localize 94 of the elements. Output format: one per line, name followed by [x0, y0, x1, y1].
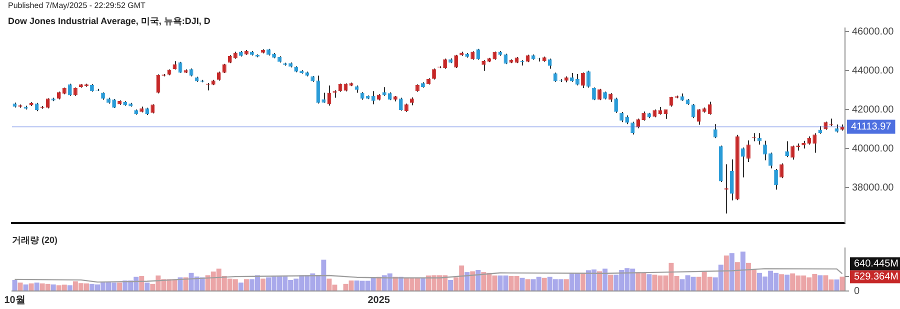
candlestick	[598, 88, 602, 101]
candlestick	[614, 97, 618, 114]
ref-line-label: 41113.97	[851, 122, 892, 133]
text: Published 7/May/2025 - 22:29:52 GMT	[8, 1, 146, 10]
candlestick	[443, 58, 448, 70]
candlestick	[740, 147, 745, 178]
bar	[646, 274, 652, 290]
candlestick	[46, 98, 50, 109]
bar	[260, 278, 266, 290]
bar	[729, 253, 734, 290]
bar	[840, 276, 845, 290]
candlestick	[432, 68, 436, 80]
bar	[464, 272, 470, 290]
bar	[734, 262, 740, 290]
candlestick	[548, 58, 552, 70]
candlestick	[454, 54, 458, 68]
candlestick	[620, 112, 624, 123]
candlestick	[768, 152, 773, 169]
bar	[834, 279, 840, 290]
y-tick-label: 40000.00	[852, 143, 894, 154]
candlestick	[322, 92, 326, 104]
bar	[784, 274, 790, 290]
y-tick-label: 38000.00	[852, 182, 894, 194]
candlestick	[586, 70, 590, 88]
bar	[50, 284, 56, 290]
bar	[139, 276, 144, 290]
bar	[183, 277, 188, 290]
candlestick	[691, 104, 696, 119]
candlestick	[504, 53, 508, 65]
candlestick	[790, 145, 795, 160]
bar	[244, 279, 249, 290]
bar	[18, 282, 23, 290]
y-tick-label: 44000.00	[852, 65, 894, 76]
bar	[476, 270, 481, 290]
x-tick-label: 2025	[368, 294, 390, 306]
candlestick	[763, 140, 767, 161]
candlestick	[156, 74, 160, 94]
bar	[23, 284, 28, 290]
bar	[525, 279, 530, 290]
bar	[448, 280, 454, 290]
candlestick	[371, 90, 376, 105]
bar	[392, 276, 398, 290]
candlestick	[398, 97, 403, 112]
text: 640.445M	[854, 258, 898, 270]
chart-title: 거래량 (20)	[12, 234, 58, 245]
x-tick-label: 10월	[4, 294, 26, 306]
bar	[564, 279, 569, 290]
candlestick	[664, 109, 668, 120]
bar	[597, 271, 602, 290]
candlestick	[178, 61, 182, 74]
candlestick	[630, 121, 635, 135]
candlestick	[785, 140, 790, 158]
candlestick	[592, 86, 596, 101]
bar	[580, 272, 586, 290]
bar	[542, 278, 547, 290]
y-tick-label: 0	[854, 286, 860, 297]
candlestick	[696, 108, 701, 126]
bar	[724, 256, 729, 290]
y-tick-label: 529.364M	[854, 271, 898, 282]
candlestick	[780, 162, 784, 179]
candlestick	[316, 75, 320, 104]
bar	[602, 268, 608, 290]
candlestick	[774, 168, 778, 190]
candlestick	[746, 140, 750, 162]
bar	[818, 275, 823, 290]
bar	[520, 278, 525, 290]
candlestick	[482, 60, 486, 72]
bar	[238, 282, 244, 290]
bar	[470, 271, 476, 290]
chart-title: Dow Jones Industrial Average, 미국, 뉴욕:DJI, D	[8, 15, 210, 28]
y-tick-label: 46000.00	[852, 26, 894, 38]
candlestick	[68, 83, 72, 96]
y-tick-label: 42000.00	[852, 104, 894, 116]
bar	[34, 282, 40, 290]
candlestick	[553, 72, 558, 82]
candlestick	[730, 158, 734, 201]
bar	[12, 280, 18, 290]
bar	[144, 282, 150, 290]
bar	[28, 283, 34, 290]
candlestick	[758, 132, 762, 146]
candlestick	[222, 63, 226, 74]
candlestick	[575, 74, 580, 86]
bar	[779, 274, 784, 290]
candlestick	[580, 72, 585, 89]
candlestick	[150, 104, 155, 114]
bar	[117, 282, 122, 290]
bar	[398, 276, 404, 290]
candlestick	[713, 124, 718, 139]
bar	[608, 274, 614, 290]
bar	[420, 278, 426, 290]
bar	[67, 285, 72, 290]
bar	[740, 252, 746, 290]
candlestick	[636, 118, 640, 129]
candlestick	[642, 110, 646, 122]
